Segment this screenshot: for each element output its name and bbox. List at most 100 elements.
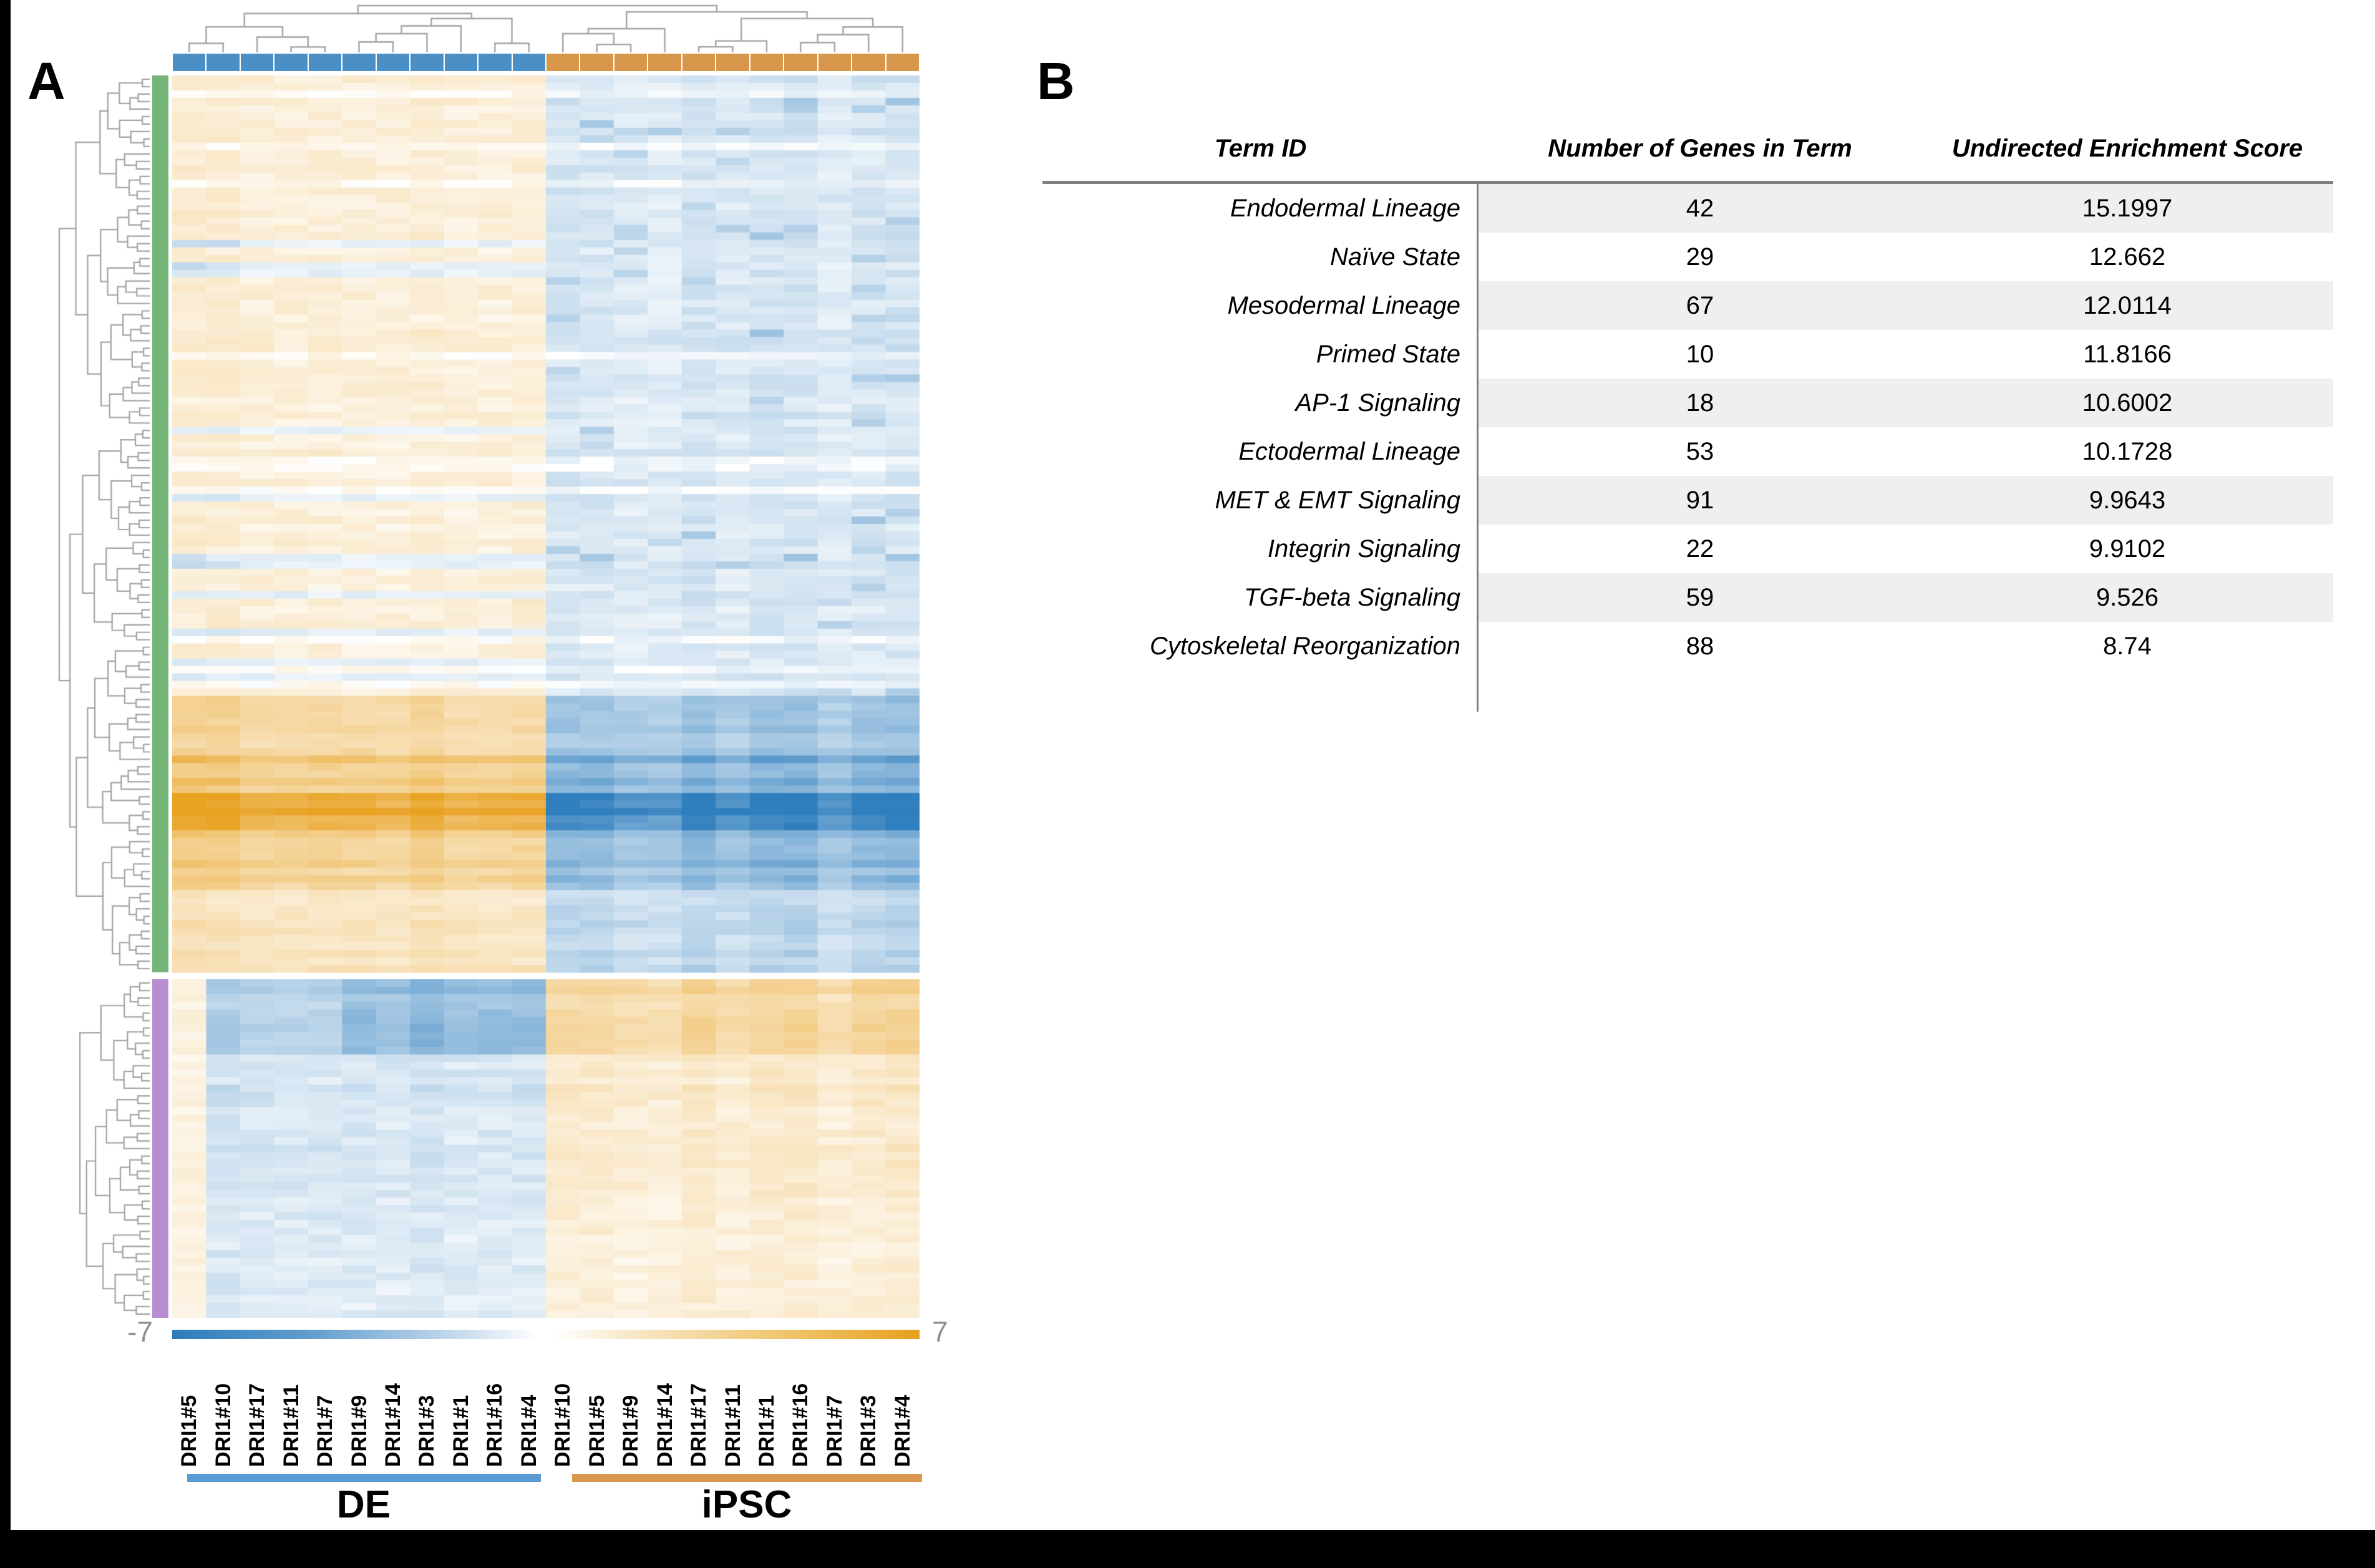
- column-label: DRI1#9: [619, 1395, 643, 1467]
- gene-count-cell: 29: [1686, 243, 1714, 271]
- table-row: MET & EMT Signaling 91 9.9643: [1042, 476, 2333, 525]
- left-black-border: [0, 0, 11, 1568]
- table-row: TGF-beta Signaling 59 9.526: [1042, 573, 2333, 622]
- column-label: DRI1#1: [449, 1395, 473, 1467]
- table-row: Ectodermal Lineage 53 10.1728: [1042, 427, 2333, 476]
- column-annotation-cell: [240, 54, 274, 71]
- enrichment-score-cell: 11.8166: [2083, 341, 2172, 368]
- row-cluster-annotation-purple: [152, 979, 168, 1318]
- table-row: Primed State 10 11.8166: [1042, 330, 2333, 379]
- column-label: DRI1#10: [551, 1383, 575, 1467]
- column-annotation-cell: [274, 54, 308, 71]
- term-id-cell: Mesodermal Lineage: [1042, 281, 1479, 330]
- term-id-cell: Integrin Signaling: [1042, 525, 1479, 573]
- gene-count-cell: 88: [1686, 632, 1714, 660]
- column-label: DRI1#5: [585, 1395, 609, 1467]
- column-annotation-cell: [580, 54, 613, 71]
- de-group-underline: [187, 1474, 541, 1482]
- column-label: DRI1#7: [313, 1395, 338, 1467]
- table-row: Cytoskeletal Reorganization 88 8.74: [1042, 622, 2333, 670]
- ipsc-group-label: iPSC: [701, 1483, 792, 1526]
- column-annotation-cell: [852, 54, 885, 71]
- color-scale-bar: [172, 1330, 920, 1339]
- enrichment-score-cell: 9.526: [1921, 573, 2333, 622]
- column-label: DRI1#16: [483, 1383, 507, 1467]
- term-id-cell: MET & EMT Signaling: [1042, 476, 1479, 525]
- column-annotation-cell: [546, 54, 580, 71]
- column-label: DRI1#14: [381, 1383, 405, 1467]
- enrichment-score-cell: 10.6002: [1921, 379, 2333, 427]
- column-annotation-cell: [342, 54, 376, 71]
- column-annotation-cell: [410, 54, 444, 71]
- enrichment-table: Term ID Number of Genes in Term Undirect…: [1042, 116, 2333, 712]
- column-annotation-cell: [512, 54, 545, 71]
- column-annotation-cell: [444, 54, 478, 71]
- column-label: DRI1#16: [789, 1383, 813, 1467]
- table-header-rule: [1042, 181, 2333, 184]
- column-label: DRI1#5: [177, 1395, 202, 1467]
- column-annotation-cell: [750, 54, 784, 71]
- term-id-cell: Endodermal Lineage: [1042, 184, 1479, 233]
- term-id-cell: Naïve State: [1042, 233, 1479, 281]
- column-annotation-cell: [206, 54, 240, 71]
- term-id-cell: AP-1 Signaling: [1042, 379, 1479, 427]
- table-row: Integrin Signaling 22 9.9102: [1042, 525, 2333, 573]
- header-term-id: Term ID: [1214, 134, 1307, 162]
- gene-count-cell: 59: [1479, 573, 1921, 622]
- de-group-label: DE: [336, 1483, 391, 1526]
- column-annotation-cell: [614, 54, 648, 71]
- enrichment-table-body: Endodermal Lineage 42 15.1997 Naïve State 29…: [1042, 184, 2333, 670]
- color-scale-min-label: -7: [127, 1315, 153, 1348]
- gene-count-cell: 22: [1686, 535, 1714, 563]
- column-label: DRI1#11: [279, 1384, 303, 1467]
- column-group-annotation-bar: [172, 54, 920, 71]
- term-id-cell: Ectodermal Lineage: [1042, 427, 1479, 476]
- column-annotation-cell: [308, 54, 342, 71]
- bottom-black-border: [0, 1530, 2375, 1568]
- column-annotation-cell: [716, 54, 749, 71]
- column-annotation-cell: [478, 54, 512, 71]
- gene-count-cell: 10: [1686, 341, 1714, 368]
- column-annotation-cell: [648, 54, 681, 71]
- gene-count-cell: 67: [1479, 281, 1921, 330]
- column-label: DRI1#3: [857, 1395, 881, 1467]
- column-annotation-cell: [886, 54, 919, 71]
- gene-count-cell: 18: [1479, 379, 1921, 427]
- column-annotation-cell: [682, 54, 716, 71]
- enrichment-score-cell: 10.1728: [2082, 438, 2173, 465]
- column-label: DRI1#1: [754, 1395, 779, 1467]
- term-id-cell: Cytoskeletal Reorganization: [1042, 622, 1479, 670]
- column-label: DRI1#3: [415, 1395, 439, 1467]
- column-label: DRI1#11: [721, 1384, 745, 1467]
- table-row: AP-1 Signaling 18 10.6002: [1042, 379, 2333, 427]
- row-cluster-annotation-green: [152, 75, 168, 972]
- column-label: DRI1#10: [211, 1383, 235, 1467]
- row-dendrogram: [57, 75, 150, 1318]
- enrichment-score-cell: 8.74: [2103, 632, 2152, 660]
- header-number-of-genes: Number of Genes in Term: [1548, 134, 1852, 162]
- gene-count-cell: 53: [1686, 438, 1714, 465]
- column-label: DRI1#4: [517, 1395, 541, 1467]
- enrichment-table-header: Term ID Number of Genes in Term Undirect…: [1042, 116, 2333, 181]
- column-label: DRI1#4: [890, 1395, 915, 1467]
- column-annotation-cell: [376, 54, 410, 71]
- table-row: Naïve State 29 12.662: [1042, 233, 2333, 281]
- table-row: Endodermal Lineage 42 15.1997: [1042, 184, 2333, 233]
- column-label: DRI1#14: [653, 1383, 677, 1467]
- column-annotation-cell: [818, 54, 852, 71]
- ipsc-group-underline: [572, 1474, 922, 1482]
- enrichment-score-cell: 9.9643: [1921, 476, 2333, 525]
- column-dendrogram: [172, 4, 920, 52]
- column-label: DRI1#7: [822, 1395, 847, 1467]
- enrichment-score-cell: 15.1997: [1921, 184, 2333, 233]
- column-label: DRI1#9: [347, 1395, 371, 1467]
- header-enrichment-score: Undirected Enrichment Score: [1951, 134, 2303, 162]
- table-column-divider: [1477, 670, 1479, 712]
- column-label: DRI1#17: [687, 1383, 711, 1467]
- gene-count-cell: 91: [1479, 476, 1921, 525]
- column-label: DRI1#17: [245, 1383, 270, 1467]
- column-annotation-cell: [784, 54, 817, 71]
- enrichment-score-cell: 12.662: [2089, 243, 2166, 271]
- table-row: Mesodermal Lineage 67 12.0114: [1042, 281, 2333, 330]
